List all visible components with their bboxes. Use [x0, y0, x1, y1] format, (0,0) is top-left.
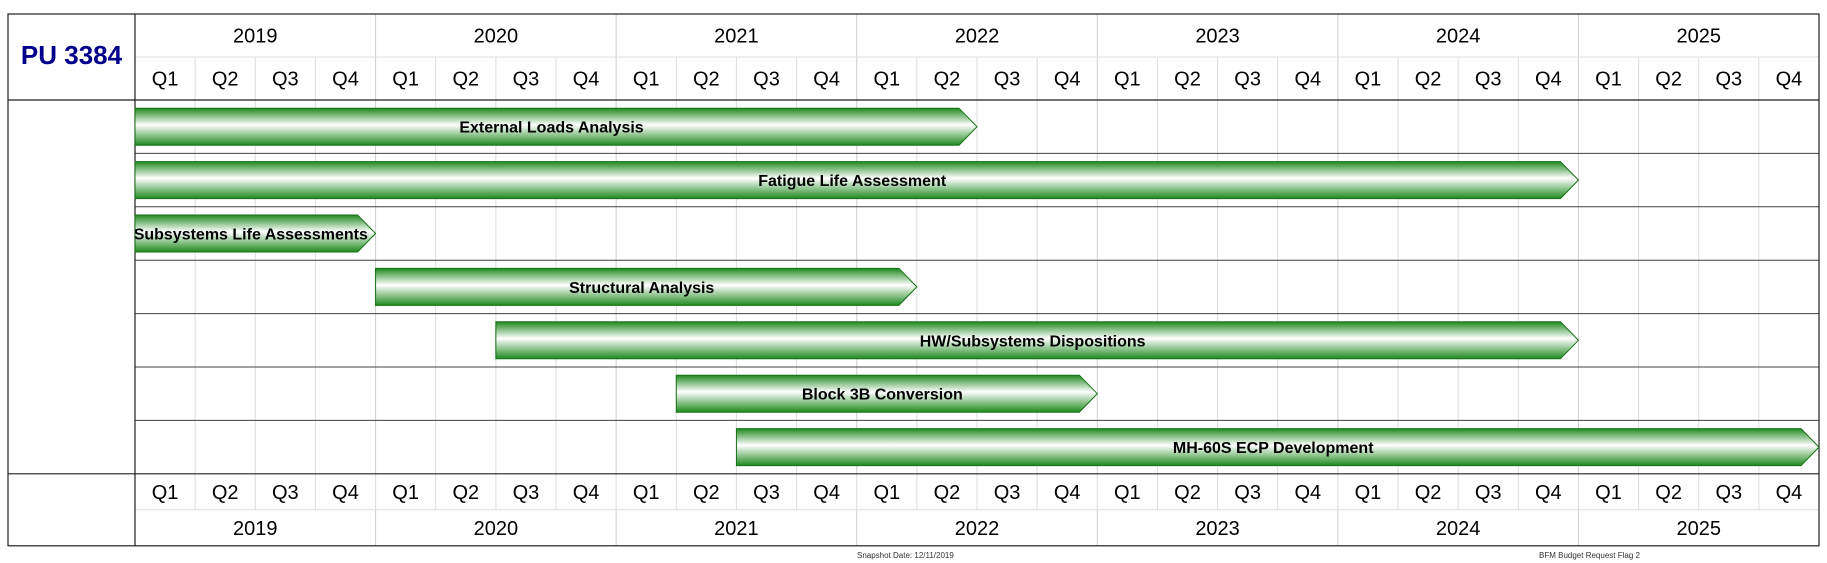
quarter-label-bottom: Q3 — [1475, 482, 1502, 504]
quarter-label-bottom: Q1 — [1355, 482, 1382, 504]
task-label: Block 3B Conversion — [802, 387, 963, 404]
task-label: External Loads Analysis — [459, 120, 643, 137]
task-label: Subsystems Life Assessments — [134, 227, 368, 244]
task-bar — [134, 214, 377, 253]
quarter-label-bottom: Q3 — [1234, 482, 1261, 504]
year-label-bottom: 2020 — [474, 518, 519, 540]
quarter-label-top: Q1 — [633, 69, 660, 91]
year-label-bottom: 2021 — [714, 518, 759, 540]
quarter-label-bottom: Q2 — [1415, 482, 1442, 504]
quarter-label-top: Q4 — [1535, 69, 1562, 91]
quarter-label-top: Q2 — [934, 69, 961, 91]
quarter-label-top: Q4 — [1776, 69, 1803, 91]
year-label-top: 2022 — [955, 26, 1000, 48]
quarter-label-top: Q3 — [513, 69, 540, 91]
task-label: Structural Analysis — [569, 280, 714, 297]
task-bar — [495, 321, 1580, 360]
task-label: Fatigue Life Assessment — [758, 173, 947, 190]
task-bar — [134, 161, 1580, 200]
year-label-bottom: 2025 — [1676, 518, 1721, 540]
quarter-label-top: Q4 — [573, 69, 600, 91]
quarter-label-bottom: Q3 — [513, 482, 540, 504]
quarter-label-top: Q3 — [1715, 69, 1742, 91]
quarter-label-bottom: Q2 — [693, 482, 720, 504]
quarter-label-bottom: Q3 — [753, 482, 780, 504]
chart-title: PU 3384 — [21, 40, 123, 70]
quarter-label-bottom: Q3 — [994, 482, 1021, 504]
quarter-label-bottom: Q1 — [1114, 482, 1141, 504]
quarter-label-top: Q2 — [1655, 69, 1682, 91]
quarter-label-top: Q2 — [1415, 69, 1442, 91]
year-label-top: 2024 — [1436, 26, 1481, 48]
quarter-label-top: Q4 — [1054, 69, 1081, 91]
chart-frame — [7, 13, 1820, 547]
task-bar — [375, 267, 918, 306]
quarter-label-top: Q1 — [1355, 69, 1382, 91]
footer-snapshot-date: Snapshot Date: 12/11/2019 — [857, 551, 954, 560]
quarter-label-bottom: Q2 — [1655, 482, 1682, 504]
quarter-label-top: Q4 — [332, 69, 359, 91]
year-label-bottom: 2024 — [1436, 518, 1481, 540]
quarter-label-top: Q3 — [994, 69, 1021, 91]
quarter-label-bottom: Q2 — [452, 482, 479, 504]
footer-budget-flag: BFM Budget Request Flag 2 — [1539, 551, 1640, 560]
quarter-label-bottom: Q1 — [392, 482, 419, 504]
task-label: MH-60S ECP Development — [1173, 440, 1374, 457]
quarter-label-top: Q1 — [152, 69, 179, 91]
quarter-label-top: Q1 — [1595, 69, 1622, 91]
quarter-label-bottom: Q1 — [1595, 482, 1622, 504]
quarter-label-top: Q2 — [1174, 69, 1201, 91]
task-bar — [735, 428, 1820, 467]
year-label-top: 2025 — [1676, 26, 1721, 48]
quarter-label-bottom: Q4 — [1535, 482, 1562, 504]
quarter-label-top: Q2 — [212, 69, 239, 91]
quarter-label-bottom: Q4 — [1054, 482, 1081, 504]
quarter-label-top: Q2 — [693, 69, 720, 91]
year-label-top: 2023 — [1195, 26, 1240, 48]
year-label-top: 2020 — [474, 26, 519, 48]
quarter-label-bottom: Q1 — [152, 482, 179, 504]
quarter-label-top: Q1 — [392, 69, 419, 91]
quarter-label-bottom: Q1 — [873, 482, 900, 504]
task-bar — [134, 107, 978, 146]
year-label-bottom: 2023 — [1195, 518, 1240, 540]
year-label-top: 2021 — [714, 26, 759, 48]
quarter-label-bottom: Q2 — [934, 482, 961, 504]
quarter-label-top: Q1 — [873, 69, 900, 91]
task-label: HW/Subsystems Dispositions — [920, 333, 1146, 350]
quarter-label-bottom: Q1 — [633, 482, 660, 504]
quarter-label-top: Q3 — [272, 69, 299, 91]
quarter-label-top: Q1 — [1114, 69, 1141, 91]
quarter-label-bottom: Q3 — [272, 482, 299, 504]
quarter-label-bottom: Q2 — [212, 482, 239, 504]
year-label-bottom: 2019 — [233, 518, 278, 540]
year-label-bottom: 2022 — [955, 518, 1000, 540]
quarter-label-top: Q3 — [1475, 69, 1502, 91]
quarter-label-bottom: Q3 — [1715, 482, 1742, 504]
quarter-label-top: Q2 — [452, 69, 479, 91]
quarter-label-bottom: Q4 — [332, 482, 359, 504]
quarter-label-bottom: Q4 — [813, 482, 840, 504]
quarter-label-top: Q3 — [1234, 69, 1261, 91]
quarter-label-top: Q3 — [753, 69, 780, 91]
quarter-label-bottom: Q2 — [1174, 482, 1201, 504]
quarter-label-bottom: Q4 — [573, 482, 600, 504]
quarter-label-top: Q4 — [813, 69, 840, 91]
task-bar — [675, 374, 1098, 413]
year-label-top: 2019 — [233, 26, 278, 48]
quarter-label-bottom: Q4 — [1294, 482, 1321, 504]
quarter-label-top: Q4 — [1294, 69, 1321, 91]
quarter-label-bottom: Q4 — [1776, 482, 1803, 504]
